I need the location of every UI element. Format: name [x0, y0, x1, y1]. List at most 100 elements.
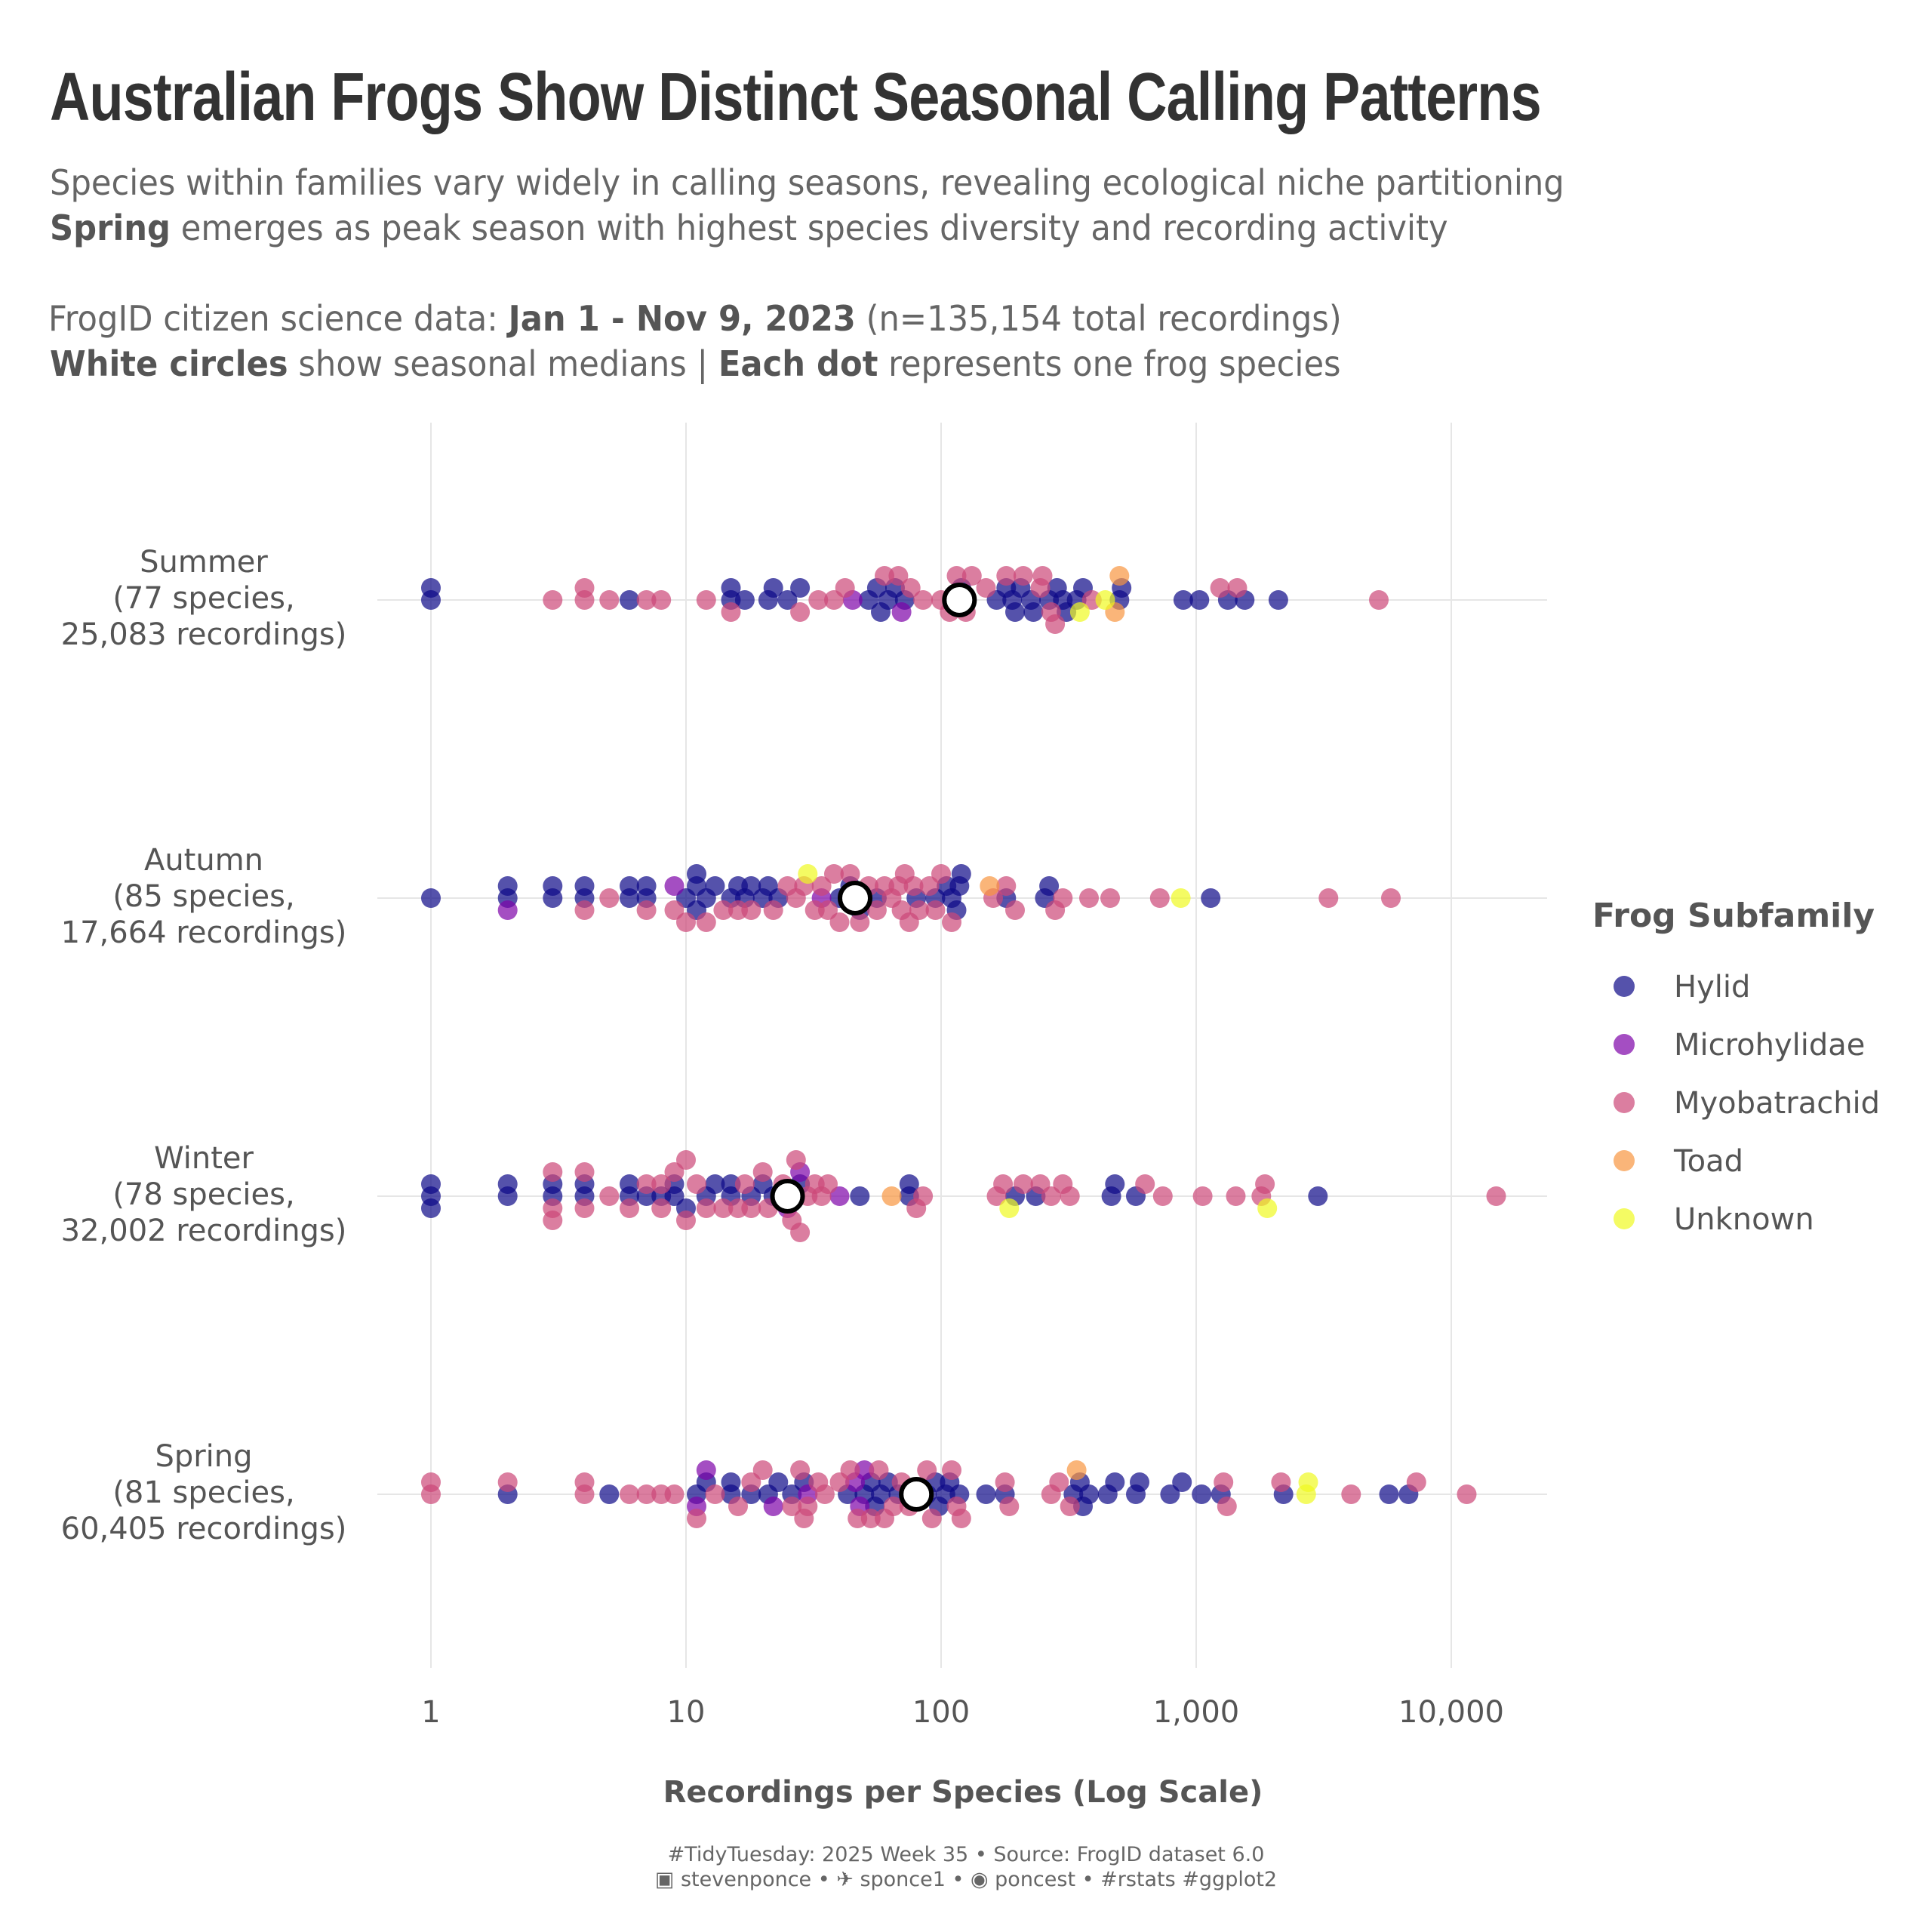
note-each-dot: Each dot	[718, 343, 878, 384]
point-hylid-winter	[850, 1186, 870, 1206]
point-toad-winter	[881, 1186, 902, 1206]
point-myobatrachid-summer	[835, 578, 855, 598]
point-hylid-spring	[1172, 1472, 1192, 1492]
point-myobatrachid-summer	[599, 590, 620, 610]
point-hylid-summer	[1023, 602, 1044, 622]
point-hylid-summer	[1189, 590, 1210, 610]
legend: Frog Subfamily Hylid Microhylidae Myobatrac…	[1592, 897, 1880, 1237]
legend-swatch-microhylidae	[1614, 1034, 1635, 1055]
point-myobatrachid-autumn	[824, 864, 844, 884]
point-myobatrachid-autumn	[1381, 888, 1401, 908]
point-myobatrachid-winter	[1192, 1186, 1213, 1206]
point-myobatrachid-winter	[574, 1198, 595, 1218]
point-myobatrachid-summer	[976, 578, 996, 598]
point-myobatrachid-spring	[782, 1497, 802, 1516]
legend-title: Frog Subfamily	[1592, 897, 1875, 935]
y-tick-label: Winter (78 species, 32,002 recordings)	[61, 1141, 347, 1248]
x-tick-label: 1,000	[1153, 1695, 1240, 1730]
point-hylid-summer	[1005, 602, 1025, 622]
point-myobatrachid-autumn	[1053, 888, 1073, 908]
y-axis-labels: Summer (77 species, 25,083 recordings) Autu…	[61, 545, 347, 1546]
point-myobatrachid-autumn	[840, 864, 860, 884]
point-myobatrachid-summer	[1045, 614, 1066, 634]
note-total: (n=135,154 total recordings)	[855, 298, 1342, 339]
point-myobatrachid-autumn	[1100, 888, 1120, 908]
point-myobatrachid-autumn	[1005, 900, 1025, 920]
point-hylid-spring	[1079, 1484, 1099, 1504]
point-myobatrachid-summer	[1210, 578, 1230, 598]
point-myobatrachid-spring	[860, 1509, 881, 1528]
chart-title: Australian Frogs Show Distinct Seasonal …	[50, 60, 1542, 135]
median-marker-summer	[942, 583, 977, 617]
point-hylid-winter	[1308, 1186, 1328, 1206]
point-myobatrachid-spring	[1341, 1484, 1361, 1504]
point-myobatrachid-spring	[1271, 1472, 1291, 1492]
point-myobatrachid-spring	[421, 1472, 441, 1492]
point-unknown-autumn	[1171, 888, 1191, 908]
point-hylid-winter	[1105, 1174, 1125, 1194]
point-myobatrachid-summer	[1032, 566, 1053, 586]
point-myobatrachid-autumn	[931, 864, 951, 884]
point-unknown-summer	[1069, 602, 1090, 622]
point-hylid-winter	[421, 1198, 441, 1218]
point-myobatrachid-autumn	[850, 912, 870, 932]
point-myobatrachid-winter	[913, 1186, 934, 1206]
point-hylid-autumn	[1201, 888, 1221, 908]
point-myobatrachid-winter	[599, 1186, 620, 1206]
point-myobatrachid-summer	[961, 566, 982, 586]
point-unknown-spring	[1298, 1472, 1318, 1492]
point-myobatrachid-autumn	[1149, 888, 1170, 908]
point-toad-autumn	[980, 876, 1000, 896]
point-myobatrachid-spring	[995, 1472, 1015, 1492]
point-myobatrachid-summer	[1369, 590, 1389, 610]
caption-social: ▣ stevenponce • ✈ sponce1 • ◉ poncest • …	[654, 1868, 1278, 1891]
point-myobatrachid-autumn	[1079, 888, 1099, 908]
point-unknown-summer	[1095, 590, 1115, 610]
point-myobatrachid-autumn	[664, 900, 685, 920]
point-myobatrachid-winter	[1041, 1186, 1061, 1206]
point-myobatrachid-summer	[543, 590, 563, 610]
point-myobatrachid-summer	[696, 590, 716, 610]
point-myobatrachid-spring	[1457, 1484, 1477, 1504]
legend-label-microhylidae: Microhylidae	[1674, 1028, 1865, 1063]
x-tick-label: 10	[667, 1695, 706, 1730]
point-myobatrachid-summer	[651, 590, 672, 610]
point-myobatrachid-summer	[900, 578, 921, 598]
point-myobatrachid-autumn	[903, 876, 924, 896]
note-date-range: Jan 1 - Nov 9, 2023	[508, 298, 856, 339]
point-myobatrachid-spring	[951, 1509, 971, 1528]
point-hylid-autumn	[421, 888, 441, 908]
point-hylid-spring	[768, 1472, 789, 1492]
point-myobatrachid-winter	[1226, 1186, 1246, 1206]
point-myobatrachid-summer	[888, 566, 909, 586]
data-points	[421, 566, 1506, 1528]
point-microhylidae-autumn	[664, 876, 685, 896]
point-myobatrachid-summer	[913, 590, 934, 610]
point-myobatrachid-spring	[1049, 1472, 1069, 1492]
point-toad-spring	[1066, 1460, 1087, 1480]
point-myobatrachid-autumn	[763, 900, 783, 920]
point-myobatrachid-winter	[651, 1174, 672, 1194]
point-myobatrachid-spring	[1214, 1472, 1234, 1492]
point-myobatrachid-summer	[721, 602, 741, 622]
chart-note-line2: White circles show seasonal medians | Ea…	[50, 343, 1341, 384]
point-hylid-autumn	[705, 876, 725, 896]
note-species: represents one frog species	[878, 343, 1341, 384]
subtitle-rest: emerges as peak season with highest spec…	[170, 208, 1448, 248]
point-myobatrachid-winter	[543, 1211, 563, 1230]
point-myobatrachid-spring	[917, 1460, 937, 1480]
point-myobatrachid-summer	[574, 578, 595, 598]
x-tick-label: 100	[912, 1695, 970, 1730]
point-hylid-summer	[721, 578, 741, 598]
point-myobatrachid-winter	[993, 1174, 1014, 1194]
legend-swatch-hylid	[1614, 976, 1635, 997]
legend-swatch-toad	[1614, 1150, 1635, 1171]
point-hylid-summer	[1268, 590, 1288, 610]
point-unknown-winter	[999, 1198, 1020, 1218]
point-myobatrachid-spring	[574, 1472, 595, 1492]
note-prefix: FrogID citizen science data:	[48, 298, 509, 339]
point-hylid-spring	[1192, 1484, 1212, 1504]
point-myobatrachid-spring	[798, 1497, 818, 1516]
point-myobatrachid-winter	[790, 1223, 811, 1242]
point-hylid-spring	[976, 1484, 996, 1504]
